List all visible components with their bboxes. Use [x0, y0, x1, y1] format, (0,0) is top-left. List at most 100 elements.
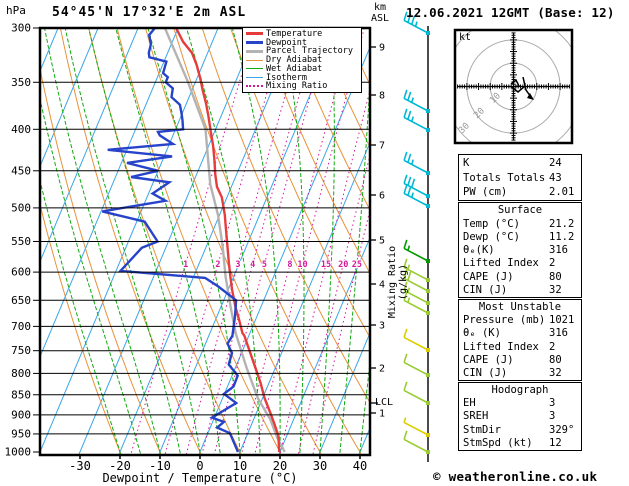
km-tick-label: 5 — [379, 236, 385, 247]
wind-barb-half-feather — [403, 417, 407, 423]
temp-tick-label: 20 — [273, 459, 287, 473]
x-axis-title: Dewpoint / Temperature (°C) — [102, 471, 298, 485]
wind-barb-feather — [407, 186, 412, 196]
wind-barb-half-feather — [410, 159, 414, 165]
row-value: 32 — [549, 366, 562, 379]
wind-level-marker — [426, 128, 430, 132]
credit-footer: © weatheronline.co.uk — [433, 469, 598, 484]
row-label: Totals Totals — [463, 171, 546, 184]
row-label: StmSpd (kt) — [463, 436, 533, 449]
dry-adiabat-line — [59, 28, 202, 455]
wet-adiabat-line — [115, 28, 221, 455]
legend-swatch-temperature — [246, 32, 263, 36]
row-value: 80 — [549, 270, 562, 283]
isotherm-line — [40, 28, 99, 168]
table-row: Totals Totals 43 — [459, 172, 581, 184]
table-indices: K 24 Totals Totals 43 PW (cm) 2.01 — [458, 154, 582, 201]
table-row: StmDir 329° — [459, 424, 581, 436]
wind-barb-feather — [403, 174, 408, 184]
wind-barb-feather — [403, 151, 408, 161]
table-row: CAPE (J) 80 — [459, 271, 581, 283]
row-value: 2 — [549, 257, 556, 270]
wet-adiabat-line — [339, 70, 370, 455]
wind-level-marker — [426, 373, 430, 377]
wind-barb-feather — [403, 430, 408, 440]
sounding-traces — [102, 28, 286, 453]
wind-barb-staff — [403, 277, 429, 292]
row-label: Dewp (°C) — [463, 230, 520, 243]
wind-level-marker — [426, 348, 430, 352]
row-value: 21.2 — [549, 217, 575, 230]
wind-barb-feather — [403, 291, 408, 301]
mixing-ratio-axis-label: Mixing Ratio (g/kg) — [387, 245, 409, 319]
legend-item: Parcel Trajectory — [243, 47, 361, 56]
legend-swatch-dry-adiabat — [246, 59, 263, 61]
temp-tick-label: -30 — [69, 459, 91, 473]
wind-barb-staff — [403, 192, 429, 207]
wind-barb-half-feather — [414, 21, 418, 27]
legend-item: Wet Adiabat — [243, 65, 361, 73]
row-label: CAPE (J) — [463, 353, 514, 366]
wind-barb-feather — [403, 353, 408, 363]
mixing-ratio-line — [240, 28, 354, 455]
wind-level-marker — [426, 204, 430, 208]
plot-border — [38, 26, 372, 457]
pressure-tick-label: 1000 — [5, 446, 32, 459]
wind-barb-half-feather — [410, 192, 414, 198]
pressure-tick-label: 650 — [11, 294, 31, 307]
row-label: StmDir — [463, 423, 501, 436]
pressure-tick-label: 950 — [11, 427, 31, 440]
row-label: Pressure (mb) — [463, 314, 546, 327]
wind-barb-staff — [403, 116, 429, 131]
temp-tick-label: 40 — [353, 459, 367, 473]
pressure-tick-label: 900 — [11, 408, 31, 421]
mixing-ratio-line — [185, 28, 305, 455]
row-value: 316 — [549, 244, 568, 256]
km-tick-label: 7 — [379, 141, 385, 152]
mixing-ratio-label: 1 — [183, 260, 188, 270]
table-hodograph: Hodograph EH 3 SREH 3 StmDir 329° StmSpd (kt) 12 — [458, 382, 582, 451]
row-value: 329° — [549, 423, 575, 436]
row-value: 12 — [549, 436, 562, 449]
wind-barb-staff — [403, 247, 429, 262]
legend-item: Temperature — [243, 30, 361, 38]
wet-adiabat-line — [147, 28, 241, 455]
wind-barb-staff — [403, 299, 429, 314]
km-tick-label: 2 — [379, 364, 385, 375]
table-row: StmSpd (kt) 12 — [459, 437, 581, 449]
pressure-tick-label: 550 — [11, 235, 31, 248]
wind-barb-staff — [403, 159, 429, 174]
row-label: CIN (J) — [463, 283, 508, 296]
row-value: 43 — [549, 171, 562, 184]
table-row: CAPE (J) 80 — [459, 354, 581, 366]
wind-barb-half-feather — [407, 264, 411, 270]
row-label: CIN (J) — [463, 366, 508, 379]
dry-adiabat-line — [40, 66, 162, 455]
wind-barb-staff — [403, 97, 429, 112]
station-title: 54°45'N 17°32'E 2m ASL — [52, 5, 247, 20]
legend-label: Wet Adiabat — [266, 63, 323, 74]
km-tick-label: 3 — [379, 321, 385, 332]
table-row: Dewp (°C) 11.2 — [459, 231, 581, 243]
row-label: θₑ(K) — [463, 244, 495, 256]
table-title: Most Unstable — [478, 301, 562, 314]
row-value: 316 — [549, 327, 568, 340]
legend-swatch-mixing-ratio — [246, 85, 263, 88]
row-label: θₑ (K) — [463, 327, 501, 340]
wind-barb-feather — [407, 176, 412, 186]
temp-tick-label: 0 — [196, 459, 203, 473]
legend-swatch-wet-adiabat — [246, 68, 263, 70]
row-value: 2 — [549, 340, 556, 353]
wind-level-marker — [426, 109, 430, 113]
legend-swatch-dewpoint — [246, 41, 263, 44]
hodograph-unit-label: kt — [459, 32, 472, 43]
hodograph-ring-label: 20 — [472, 106, 487, 121]
row-label: SREH — [463, 410, 489, 423]
asl-axis-label: ASL — [371, 13, 390, 24]
hodograph-trace — [510, 76, 532, 98]
mixing-ratio-label: 4 — [250, 260, 255, 270]
wind-barb-feather — [407, 91, 412, 101]
km-tick-label: 8 — [379, 91, 385, 102]
table-row: CIN (J) 32 — [459, 284, 581, 296]
